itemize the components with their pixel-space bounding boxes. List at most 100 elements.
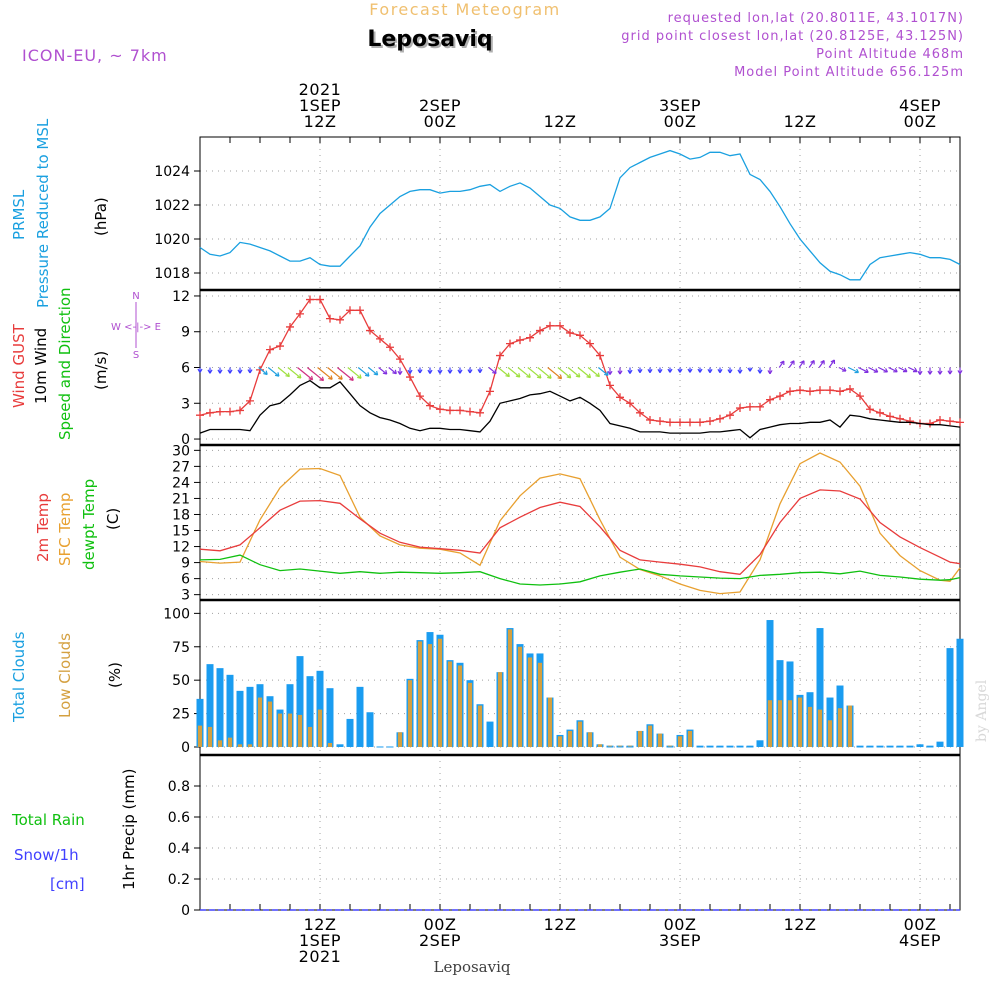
wind-gust-marker bbox=[506, 339, 514, 348]
wind-gust-marker bbox=[376, 334, 384, 343]
temperature-ytick-label-0: 3 bbox=[181, 588, 190, 604]
wind-gust-marker bbox=[366, 326, 374, 335]
wind-gust-marker bbox=[546, 321, 554, 330]
low-cloud-bar bbox=[457, 665, 463, 747]
wind-gust-line bbox=[199, 298, 961, 425]
wind-arrow-head bbox=[607, 370, 613, 375]
sfc-temp-line bbox=[199, 452, 961, 595]
wind-gust-marker bbox=[406, 373, 414, 382]
wind-gust-marker bbox=[426, 401, 434, 410]
total-cloud-bar bbox=[746, 745, 754, 747]
wind-gust-marker bbox=[526, 333, 534, 342]
total-cloud-bar bbox=[696, 745, 704, 747]
wind-arrow-head bbox=[457, 369, 463, 374]
wind-arrow-head bbox=[912, 367, 918, 373]
low-cloud-bar bbox=[327, 742, 333, 747]
wind-gust-marker bbox=[296, 309, 304, 318]
low-cloud-bar bbox=[227, 737, 233, 747]
location-title-shadow: Leposaviq bbox=[369, 29, 494, 54]
wind-direction-arrow bbox=[267, 367, 280, 377]
dewpt-temp-line bbox=[199, 554, 961, 586]
wind-arrow-head bbox=[349, 376, 354, 381]
wind-arrow-head bbox=[893, 367, 898, 373]
wind-direction-arrow bbox=[287, 367, 302, 379]
wind-arrow-head bbox=[854, 368, 860, 374]
temp2m-label: 2m Temp bbox=[34, 493, 52, 562]
low-cloud-bar bbox=[787, 700, 793, 747]
top-time-label-1: 2SEP bbox=[419, 96, 461, 115]
requested-coordinates: requested lon,lat (20.8011E, 43.1017N) bbox=[668, 11, 964, 26]
temperature-ytick-label-5: 18 bbox=[172, 507, 190, 523]
wind-arrow-head bbox=[637, 368, 643, 374]
wind-arrow-head bbox=[515, 372, 521, 378]
low-cloud-bar bbox=[197, 725, 203, 747]
low-cloud-bar bbox=[207, 726, 213, 747]
temperature-ytick-label-6: 21 bbox=[172, 491, 190, 507]
snow-label: Snow/1h bbox=[14, 846, 79, 864]
top-time-label-4: 12Z bbox=[784, 112, 817, 131]
pressure-ytick-label-3: 1024 bbox=[154, 164, 190, 180]
wind-direction-arrow bbox=[277, 367, 290, 378]
pressure-ytick-label-1: 1020 bbox=[154, 232, 190, 248]
wind-direction-arrow bbox=[818, 360, 825, 368]
wind-gust-marker bbox=[346, 306, 354, 315]
wind-gust-marker bbox=[796, 386, 804, 395]
wind-gust-marker bbox=[826, 386, 834, 395]
temperature-ytick-label-2: 9 bbox=[181, 556, 190, 572]
bottom-time-label-3: 00Z bbox=[664, 915, 697, 934]
total-cloud-bar bbox=[926, 745, 934, 747]
wind-gust-marker bbox=[246, 396, 254, 405]
precip-axis-label: 1hr Precip (mm) bbox=[120, 769, 138, 890]
wind-gust-marker bbox=[256, 365, 264, 374]
wind-arrow-head bbox=[883, 368, 889, 373]
wind-arrow-head bbox=[447, 369, 453, 374]
total-cloud-bar bbox=[866, 745, 874, 747]
wind-gust-marker bbox=[396, 355, 404, 364]
low-cloud-bar bbox=[577, 721, 583, 747]
sfc-temp-label: SFC Temp bbox=[56, 493, 74, 566]
low-cloud-bar bbox=[767, 700, 773, 747]
wind-gust-marker bbox=[206, 408, 214, 417]
wind-direction-arrow bbox=[336, 367, 354, 381]
wind-arrow-head bbox=[467, 369, 473, 374]
wind-arrow-head bbox=[647, 368, 653, 374]
wind-arrow-head bbox=[677, 368, 683, 373]
wind-arrow-head bbox=[338, 375, 343, 380]
wind-arrow-head bbox=[382, 370, 388, 375]
low-clouds-label: Low Clouds bbox=[56, 633, 74, 718]
wind-gust-marker bbox=[676, 418, 684, 427]
wind-arrow-head bbox=[319, 376, 325, 382]
wind-arrow-head bbox=[667, 368, 673, 373]
wind-arrow-head bbox=[627, 369, 633, 374]
total-cloud-bar bbox=[326, 688, 334, 747]
wind-gust-marker bbox=[486, 387, 494, 396]
bottom-time-label-0: 12Z bbox=[304, 915, 337, 934]
wind-gust-marker bbox=[576, 331, 584, 340]
total-cloud-bar bbox=[816, 628, 824, 747]
low-cloud-bar bbox=[587, 732, 593, 747]
wind-gust-marker bbox=[946, 417, 954, 426]
wind-gust-marker bbox=[886, 412, 894, 421]
total-cloud-bar bbox=[336, 744, 344, 747]
bottom-time-label-1: 2SEP bbox=[419, 931, 461, 950]
wind-direction-arrow bbox=[297, 367, 313, 381]
total-cloud-bar bbox=[226, 674, 234, 747]
wind-gust-marker bbox=[226, 407, 234, 416]
pressure-unit: (hPa) bbox=[92, 197, 110, 236]
wind-direction-arrow bbox=[878, 366, 888, 373]
total-cloud-bar bbox=[896, 745, 904, 747]
wind-gust-marker bbox=[536, 326, 544, 335]
wind-gust-marker bbox=[596, 351, 604, 360]
wind-gust-marker bbox=[636, 408, 644, 417]
wind-arrow-head bbox=[566, 373, 572, 379]
total-cloud-bar bbox=[216, 668, 224, 747]
temp-unit: (C) bbox=[104, 508, 122, 530]
temp2m-line bbox=[199, 489, 961, 575]
temperature-ytick-label-4: 15 bbox=[172, 524, 190, 540]
wind-direction-arrow bbox=[378, 367, 388, 375]
top-time-label-3: 00Z bbox=[664, 112, 697, 131]
prmsl-label: PRMSL bbox=[10, 189, 28, 240]
wind-gust-marker bbox=[496, 351, 504, 360]
wind-gust-marker bbox=[446, 406, 454, 415]
wind-arrow-head bbox=[586, 373, 592, 379]
